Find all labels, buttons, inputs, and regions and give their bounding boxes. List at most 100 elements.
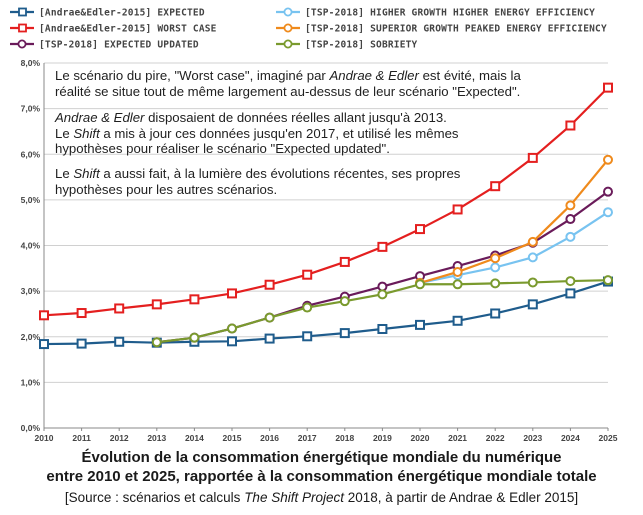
data-point: [302, 269, 313, 280]
data-point: [603, 82, 613, 93]
data-point: [603, 154, 613, 165]
x-tick-label: 2010: [35, 433, 54, 443]
data-point: [565, 120, 576, 131]
legend-swatch-marker: [17, 39, 27, 49]
legend-label: [Andrae&Edler-2015] EXPECTED: [39, 8, 205, 19]
annotation-text: Le: [55, 125, 74, 141]
x-tick-label: 2022: [486, 433, 505, 443]
data-point: [302, 302, 313, 313]
x-tick-label: 2020: [411, 433, 430, 443]
caption-source: [Source : scénarios et calculs The Shift…: [0, 490, 643, 505]
y-tick-label: 1,0%: [21, 377, 41, 387]
data-point: [339, 256, 350, 267]
x-tick-label: 2017: [298, 433, 317, 443]
data-point: [377, 289, 388, 300]
data-point: [339, 296, 350, 307]
data-point: [302, 331, 313, 342]
data-point: [452, 204, 463, 215]
data-point: [565, 288, 576, 299]
data-point: [452, 279, 463, 290]
x-tick-label: 2013: [147, 433, 166, 443]
annotation-paragraph-3: Le Shift a aussi fait, à la lumière des …: [55, 166, 525, 197]
y-tick-label: 0,0%: [21, 423, 41, 433]
annotation-paragraph-1: Le scénario du pire, "Worst case", imagi…: [55, 68, 525, 99]
legend-swatch-marker: [283, 7, 293, 17]
annotation-text: Le: [55, 166, 74, 181]
x-tick-label: 2018: [335, 433, 354, 443]
x-tick-labels: 2010 2011 2012 2013 2014 2015 2016 2017 2018 2019…: [35, 433, 618, 443]
x-tick-label: 2015: [223, 433, 242, 443]
legend-swatch-marker: [283, 39, 293, 49]
data-point: [527, 236, 538, 247]
annotation-text: Andrae & Edler: [329, 68, 419, 83]
annotation-text: Andrae & Edler: [55, 110, 145, 125]
data-point: [114, 303, 125, 314]
series-lines: [39, 82, 613, 350]
x-tick-label: 2023: [523, 433, 542, 443]
x-tick-label: 2025: [599, 433, 618, 443]
annotation-text: Shift: [73, 125, 100, 141]
data-point: [452, 266, 463, 277]
caption-title-line: Évolution de la consommation énergétique…: [81, 449, 562, 466]
data-point: [264, 312, 275, 323]
data-point: [565, 276, 576, 287]
data-point: [264, 279, 275, 290]
data-point: [227, 288, 237, 299]
data-point: [603, 186, 613, 197]
y-tick-label: 5,0%: [21, 195, 41, 205]
legend-label: [TSP-2018] HIGHER GROWTH HIGHER ENERGY E…: [305, 8, 595, 19]
data-point: [264, 333, 275, 344]
legend-swatch-marker: [18, 7, 27, 17]
chart: 0,0% 1,0% 2,0% 3,0% 4,0% 5,0% 6,0% 7,0% 8,0% 201…: [10, 7, 618, 443]
data-point: [339, 328, 350, 339]
annotation-text: Le scénario du pire, "Worst case", imagi…: [55, 68, 330, 83]
data-point: [452, 315, 463, 326]
data-point: [189, 332, 200, 343]
y-tick-label: 4,0%: [21, 241, 41, 251]
x-tick-label: 2012: [110, 433, 129, 443]
annotation-text: Shift: [73, 166, 100, 181]
caption-title: Évolution de la consommation énergétique…: [0, 448, 643, 486]
x-tick-label: 2014: [185, 433, 204, 443]
axes: [43, 63, 609, 431]
data-point: [76, 308, 87, 319]
x-tick-label: 2011: [72, 433, 91, 443]
data-point: [490, 278, 501, 289]
y-tick-label: 7,0%: [21, 104, 41, 114]
data-point: [565, 214, 576, 225]
data-point: [490, 262, 501, 273]
data-point: [415, 319, 425, 330]
caption-source-text: [Source : scénarios et calculs: [64, 490, 245, 505]
data-point: [151, 337, 162, 348]
caption-title-line: entre 2010 et 2025, rapportée à la conso…: [46, 468, 597, 485]
series-line-tsp-2018-higher-growth-higher-energy-efficiency: [419, 211, 609, 284]
legend-label: [TSP-2018] EXPECTED UPDATED: [39, 40, 199, 51]
data-point: [151, 299, 162, 310]
data-point: [227, 323, 237, 334]
data-point: [377, 241, 388, 252]
caption-source-text: 2018, à partir de Andrae & Edler 2015]: [343, 490, 579, 505]
annotation-text: disposaient de données réelles allant ju…: [144, 110, 447, 125]
x-tick-label: 2021: [448, 433, 467, 443]
legend: [Andrae&Edler-2015] EXPECTED [TSP-2018] H…: [10, 7, 607, 51]
series-line-andrae-edler-2015-expected: [43, 280, 609, 346]
x-tick-label: 2019: [373, 433, 392, 443]
data-point: [39, 310, 49, 321]
legend-label: [Andrae&Edler-2015] WORST CASE: [39, 24, 217, 35]
data-point: [76, 338, 87, 349]
y-tick-label: 3,0%: [21, 286, 41, 296]
data-point: [527, 252, 538, 263]
y-tick-label: 8,0%: [21, 58, 41, 68]
legend-label: [TSP-2018] SUPERIOR GROWTH PEAKED ENERGY…: [305, 24, 607, 35]
y-tick-labels: 0,0% 1,0% 2,0% 3,0% 4,0% 5,0% 6,0% 7,0% 8,0%: [21, 58, 41, 433]
data-point: [565, 231, 576, 242]
data-point: [114, 336, 125, 347]
data-point: [415, 224, 425, 235]
data-point: [227, 336, 237, 347]
data-point: [490, 308, 501, 319]
data-point: [490, 181, 501, 192]
data-point: [603, 207, 613, 218]
x-tick-label: 2016: [260, 433, 279, 443]
legend-swatch-marker: [18, 23, 27, 33]
series-line-andrae-edler-2015-worst-case: [43, 86, 609, 317]
